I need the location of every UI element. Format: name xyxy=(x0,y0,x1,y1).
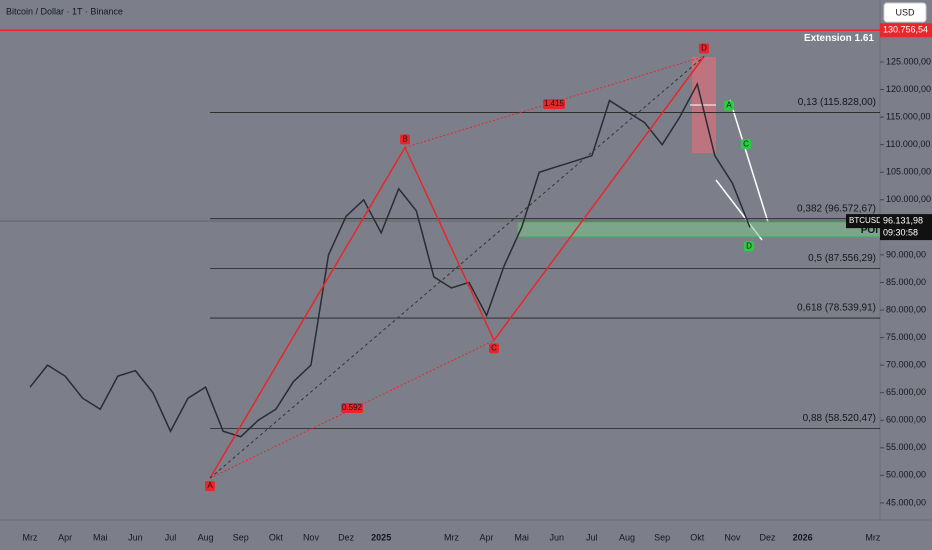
x-tick-label: Jul xyxy=(586,532,598,542)
y-tick-label: 125.000,00 xyxy=(886,56,931,66)
symbol-label: BTCUSD xyxy=(849,216,882,225)
x-tick-label: Dez xyxy=(760,532,777,542)
x-tick-label: Mrz xyxy=(865,532,880,542)
y-tick-label: 115.000,00 xyxy=(886,111,930,121)
x-tick-label: Jun xyxy=(550,532,565,542)
pattern-label: B xyxy=(402,135,407,144)
currency-label: USD xyxy=(895,7,915,17)
price-tag xyxy=(880,214,932,241)
x-tick-label: Mrz xyxy=(444,532,459,542)
y-tick-label: 45.000,00 xyxy=(886,497,926,507)
y-tick-label: 100.000,00 xyxy=(886,194,931,204)
fib-label: 0,13 (115.828,00) xyxy=(798,97,876,108)
fib-label: 0,618 (78.539,91) xyxy=(797,303,876,314)
x-tick-label: Nov xyxy=(724,532,741,542)
pattern-label: A xyxy=(207,481,213,490)
ratio-tag xyxy=(341,403,363,413)
y-tick-label: 55.000,00 xyxy=(886,442,926,452)
x-tick-label: Aug xyxy=(198,532,214,542)
x-tick-label: Okt xyxy=(269,532,284,542)
y-tick-label: 85.000,00 xyxy=(886,277,926,287)
pattern-point xyxy=(699,43,709,54)
x-tick-label: Nov xyxy=(303,532,320,542)
small-pattern-label: C xyxy=(743,139,749,148)
symbol-tag xyxy=(846,214,880,229)
price-line xyxy=(29,81,751,438)
poi-label: POI xyxy=(861,225,878,236)
x-tick-label: Mrz xyxy=(23,532,38,542)
pattern-point xyxy=(400,134,410,145)
small-pattern-label: A xyxy=(726,101,732,110)
wedge-line xyxy=(729,99,769,223)
x-tick-label: Jun xyxy=(128,532,143,542)
x-tick-label: 2026 xyxy=(793,532,813,542)
currency-button[interactable] xyxy=(883,2,927,23)
x-tick-label: Sep xyxy=(654,532,670,542)
pattern-label: D xyxy=(701,44,707,53)
y-tick-label: 60.000,00 xyxy=(886,415,926,425)
x-tick-label: 2025 xyxy=(371,532,391,542)
y-tick-label: 120.000,00 xyxy=(886,84,931,94)
y-tick-label: 110.000,00 xyxy=(886,139,930,149)
y-tick-label: 75.000,00 xyxy=(886,332,926,342)
extension-price: 130.756,54 xyxy=(883,25,928,35)
last-price-label: 96.131,98 xyxy=(883,215,923,225)
ratio-label: 1.415 xyxy=(544,99,565,108)
price-axis xyxy=(880,0,932,550)
y-tick-label: 65.000,00 xyxy=(886,387,926,397)
x-tick-label: Aug xyxy=(619,532,635,542)
y-tick-label: 70.000,00 xyxy=(886,360,926,370)
x-tick-label: Mai xyxy=(93,532,108,542)
countdown: 09:30:58 xyxy=(883,227,918,237)
y-tick-label: 50.000,00 xyxy=(886,470,926,480)
x-tick-label: Okt xyxy=(690,532,705,542)
pattern-point xyxy=(205,481,215,492)
small-pattern-point xyxy=(744,241,754,252)
fib-label: 0,382 (96.572,67) xyxy=(797,203,876,214)
fib-label: 0,88 (58.520,47) xyxy=(803,413,876,424)
small-pattern-point xyxy=(741,139,751,150)
x-tick-label: Sep xyxy=(233,532,249,542)
ratio-label: 0.592 xyxy=(342,403,363,412)
x-tick-label: Mai xyxy=(514,532,529,542)
extension-label: Extension 1.61 xyxy=(804,33,874,44)
y-tick-label: 90.000,00 xyxy=(886,249,926,259)
pattern-point xyxy=(489,343,499,354)
y-tick-label: 105.000,00 xyxy=(886,167,931,177)
pattern-leg xyxy=(209,56,705,479)
x-tick-label: Apr xyxy=(58,532,72,542)
ratio-tag xyxy=(543,99,565,109)
x-tick-label: Dez xyxy=(338,532,355,542)
chart-title: Bitcoin / Dollar · 1T · Binance xyxy=(6,6,123,16)
fib-label: 0,5 (87.556,29) xyxy=(808,253,876,264)
small-pattern-label: D xyxy=(746,241,752,250)
extension-tag xyxy=(880,23,932,38)
x-tick-label: Jul xyxy=(165,532,177,542)
small-pattern-point xyxy=(724,100,734,111)
y-tick-label: 80.000,00 xyxy=(886,304,926,314)
pattern-label: C xyxy=(491,343,497,352)
x-tick-label: Apr xyxy=(480,532,494,542)
pattern-diagonal xyxy=(209,56,705,479)
